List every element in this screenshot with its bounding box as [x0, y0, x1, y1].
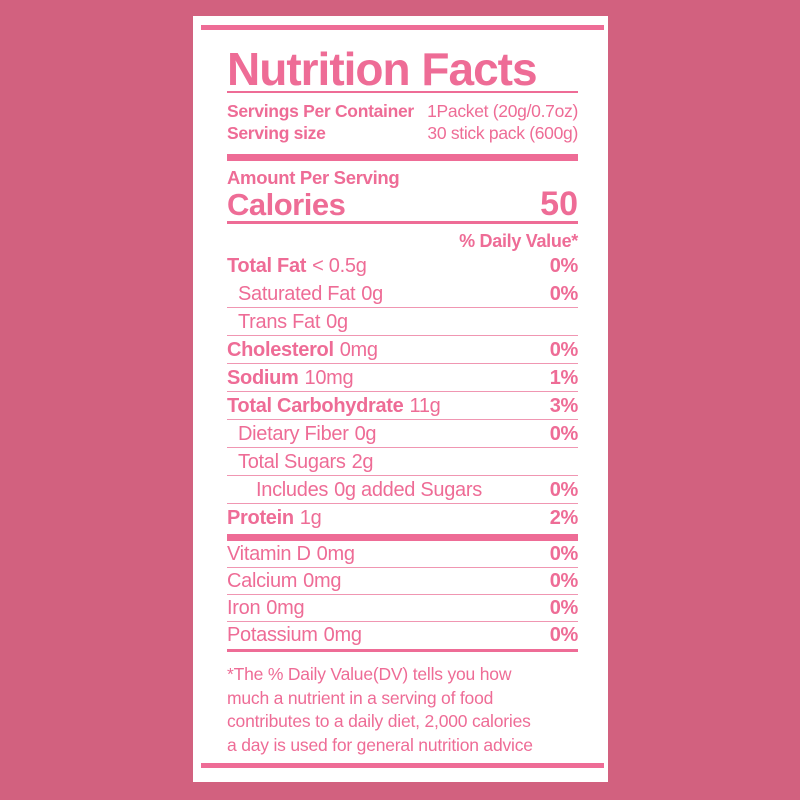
calories-rule: [227, 221, 578, 224]
nutrient-name: Total Fat < 0.5g: [227, 255, 367, 277]
nutrient-name: Dietary Fiber 0g: [238, 423, 377, 445]
vitamin-row-calcium: Calcium 0mg 0%: [227, 568, 578, 595]
nutrient-amount: 11g: [409, 395, 441, 417]
nutrient-row-saturated-fat: Saturated Fat 0g 0%: [227, 280, 578, 308]
serving-size-label: Serving size: [227, 123, 326, 143]
nutrient-row-cholesterol: Cholesterol 0mg 0%: [227, 336, 578, 364]
thick-divider-top: [227, 154, 578, 161]
nutrient-amount: < 0.5g: [312, 255, 367, 277]
servings-per-container-label: Servings Per Container: [227, 101, 414, 121]
nutrient-row-total-fat: Total Fat < 0.5g 0%: [227, 252, 578, 280]
serving-size-row: Serving size 30 stick pack (600g): [227, 122, 578, 144]
vitamin-percent: 0%: [549, 597, 579, 619]
calories-label: Calories: [227, 187, 346, 222]
vitamin-row-potassium: Potassium 0mg 0%: [227, 622, 578, 649]
nutrient-percent: 0%: [549, 255, 579, 277]
vitamin-name: Vitamin D 0mg: [227, 543, 355, 565]
vitamin-amount: 0mg: [266, 597, 305, 619]
nutrient-row-dietary-fiber: Dietary Fiber 0g 0%: [227, 420, 578, 448]
nutrient-row-total-carbohydrate: Total Carbohydrate 11g 3%: [227, 392, 578, 420]
nutrient-amount: 0g: [361, 283, 383, 305]
servings-per-container-value: 1Packet (20g/0.7oz): [427, 101, 578, 121]
nutrient-name: Trans Fat 0g: [238, 311, 348, 333]
vitamin-name: Potassium 0mg: [227, 624, 362, 646]
vitamin-row-vitamin-d: Vitamin D 0mg 0%: [227, 541, 578, 568]
nutrient-percent: 0%: [549, 423, 579, 445]
vitamin-amount: 0mg: [316, 543, 355, 565]
vitamin-percent: 0%: [549, 624, 579, 646]
nutrient-name: Sodium 10mg: [227, 367, 354, 389]
nutrient-amount: 0mg: [339, 339, 378, 361]
vitamin-amount: 0mg: [323, 624, 362, 646]
nutrient-row-added-sugars: Includes 0g added Sugars 0%: [227, 476, 578, 504]
amount-per-serving-label: Amount Per Serving: [227, 167, 400, 188]
vitamin-percent: 0%: [549, 570, 579, 592]
nutrient-amount: 1g: [299, 507, 322, 529]
serving-size-value: 30 stick pack (600g): [427, 123, 578, 143]
calories-row: Calories 50: [227, 185, 578, 223]
nutrient-row-trans-fat: Trans Fat 0g: [227, 308, 578, 336]
label-title: Nutrition Facts: [227, 43, 538, 95]
nutrient-rows: Total Fat < 0.5g 0% Saturated Fat 0g 0% Tr…: [227, 252, 578, 532]
nutrient-name: Includes 0g added Sugars: [256, 479, 482, 501]
nutrient-name: Total Sugars 2g: [238, 451, 374, 473]
daily-value-header: % Daily Value*: [459, 231, 578, 251]
nutrient-amount: 2g: [351, 451, 374, 473]
vitamin-name: Iron 0mg: [227, 597, 305, 619]
vitamin-row-iron: Iron 0mg 0%: [227, 595, 578, 622]
nutrient-name: Cholesterol 0mg: [227, 339, 378, 361]
nutrient-amount: 0g added Sugars: [334, 479, 482, 501]
nutrient-amount: 0g: [354, 423, 377, 445]
nutrient-percent: 0%: [549, 479, 579, 501]
nutrient-percent: 0%: [549, 339, 579, 361]
nutrient-name: Saturated Fat 0g: [238, 283, 383, 305]
nutrient-row-total-sugars: Total Sugars 2g: [227, 448, 578, 476]
vitamin-percent: 0%: [549, 543, 579, 565]
top-rule: [201, 25, 604, 30]
vitamin-name: Calcium 0mg: [227, 570, 342, 592]
vitamin-rows: Vitamin D 0mg 0% Calcium 0mg 0% Iron 0mg 0%…: [227, 541, 578, 649]
nutrient-amount: 0g: [326, 311, 348, 333]
calories-value: 50: [540, 185, 578, 223]
nutrient-percent: 1%: [549, 367, 579, 389]
nutrient-name: Total Carbohydrate 11g: [227, 395, 441, 417]
vitamin-amount: 0mg: [303, 570, 342, 592]
title-underline: [227, 91, 578, 93]
nutrient-percent: 2%: [549, 507, 579, 529]
nutrient-row-sodium: Sodium 10mg 1%: [227, 364, 578, 392]
nutrient-percent: 0%: [549, 283, 579, 305]
bottom-rule: [201, 763, 604, 768]
thick-divider-bottom: [227, 534, 578, 541]
nutrient-percent: 3%: [549, 395, 579, 417]
label-content: Nutrition Facts Servings Per Container 1…: [227, 16, 578, 757]
serving-info-section: Servings Per Container 1Packet (20g/0.7o…: [227, 100, 578, 144]
servings-per-container-row: Servings Per Container 1Packet (20g/0.7o…: [227, 100, 578, 122]
nutrition-label-card: Nutrition Facts Servings Per Container 1…: [193, 16, 608, 782]
footnote-rule: [227, 649, 578, 652]
footnote-text: *The % Daily Value(DV) tells you how muc…: [227, 664, 533, 755]
nutrient-amount: 10mg: [304, 367, 354, 389]
nutrient-name: Protein 1g: [227, 507, 322, 529]
nutrient-row-protein: Protein 1g 2%: [227, 504, 578, 532]
